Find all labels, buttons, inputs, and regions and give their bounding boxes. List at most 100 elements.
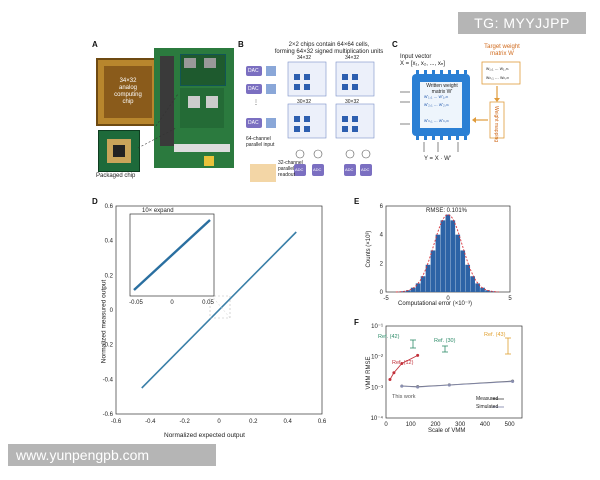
panel-e-title: RMSE: 0.101% (426, 208, 468, 214)
panel-d-ytick: 0 (110, 308, 114, 314)
vmm-diagram: w₁,₁ ... w₁,ₘ wₙ,₁ ... wₙ,ₘ w'₁,₁ ... w'… (400, 61, 521, 152)
panel-d-xtick: -0.2 (179, 419, 190, 425)
block-label-4: 30×32 (345, 99, 360, 105)
panel-f-ytick: 10⁻¹ (371, 324, 383, 330)
panel-d-ylabel: Normalized measured output (100, 279, 108, 364)
block-label-1: 34×32 (297, 55, 312, 61)
ref-43-errorbar (505, 337, 511, 355)
histogram-bar (420, 276, 426, 292)
readout-note-1: 32-channel (278, 160, 303, 166)
written-weight-sub: matrix W' (431, 89, 453, 95)
series-point (400, 361, 404, 365)
histogram-bar (470, 276, 475, 292)
panel-e-ylabel: Counts (×10³) (366, 230, 372, 268)
panel-f-ylabel: VMM RMSE (366, 356, 372, 390)
legend-measured: Measured (476, 396, 499, 402)
panel-c-letter: C (392, 40, 398, 49)
series-point (388, 378, 392, 382)
histogram-bar (440, 220, 446, 292)
legend-simulated: Simulated (476, 404, 499, 410)
panel-d-xtick: 0.2 (249, 419, 258, 425)
packaged-chip-label: Packaged chip (96, 173, 136, 179)
panel-d-ytick: 0.6 (105, 204, 114, 210)
weight-mapping-label: Weight mapping (493, 106, 499, 143)
panel-f-xtick: 500 (505, 422, 516, 428)
histogram-bar (445, 214, 451, 292)
target-weight-sub: matrix W (490, 51, 514, 57)
adc-label-4: ADC (361, 167, 370, 172)
analog-chip-image: 34×32 analog computing chip (96, 58, 160, 126)
histogram-bar (415, 283, 421, 292)
histogram-bar (485, 290, 490, 292)
panel-b-header-2: forming 64×32 signed multiplication unit… (274, 49, 384, 55)
panel-d-xtick: 0 (217, 419, 221, 425)
histogram-bar (460, 250, 466, 292)
dac-label-1: DAC (248, 68, 259, 74)
panel-d-scatter: -0.6 -0.4 -0.2 0 0.2 0.4 0.6 0.6 0.4 0.2 0 -0.2 -0.4… (103, 204, 327, 425)
panel-d-ytick: -0.2 (103, 343, 114, 349)
panel-f-xlabel: Scale of VMM (428, 428, 466, 434)
chip-text-2: analog (118, 85, 138, 91)
this-work-label: This work (392, 394, 416, 400)
histogram-bar (450, 220, 456, 292)
panel-e-letter: E (354, 197, 360, 206)
readout-note-3: readout (278, 172, 295, 178)
panel-d-xtick: -0.4 (145, 419, 156, 425)
series-point (400, 384, 404, 388)
panel-e-xtick: 5 (508, 296, 512, 302)
chip-text-3: computing (114, 92, 142, 98)
watermark-top: TG: MYYJJPP (458, 12, 586, 34)
panel-f-ytick: 10⁻³ (371, 385, 383, 391)
adc-label-3: ADC (345, 167, 354, 172)
series-point (416, 353, 420, 357)
input-note-1: 64-channel (246, 136, 271, 142)
panel-d-ytick: -0.6 (103, 412, 114, 418)
dac-label-3: DAC (248, 120, 259, 126)
panel-d-letter: D (92, 197, 98, 206)
panel-d-ytick: -0.4 (103, 377, 114, 383)
crossbar-diagram: ⋮ (246, 61, 375, 182)
panel-f-xtick: 0 (384, 422, 388, 428)
svg-text:w'₂,₁ ... w'₂,ₘ: w'₂,₁ ... w'₂,ₘ (424, 102, 449, 107)
svg-text:⋮: ⋮ (253, 100, 259, 106)
series-line (389, 354, 418, 380)
series-point (416, 385, 420, 389)
panel-f-xtick: 100 (406, 422, 417, 428)
series-point (392, 371, 396, 375)
written-weight-title: Written weight (426, 83, 458, 89)
readout-note-2: parallel (278, 166, 295, 172)
block-label-2: 34×32 (345, 55, 360, 61)
panel-e-xlabel: Computational error (×10⁻³) (398, 301, 473, 307)
input-vector-title: Input vector (400, 54, 432, 60)
series-point (511, 379, 515, 383)
panel-f-ytick: 10⁻⁴ (371, 415, 384, 422)
ref-30-errorbar (442, 345, 448, 353)
histogram-bar (465, 264, 471, 292)
block-label-3: 30×32 (297, 99, 312, 105)
panel-d-ytick: 0.4 (105, 239, 114, 245)
ref-42-label: Ref. (42) (378, 334, 400, 340)
panel-f-letter: F (354, 318, 359, 327)
panel-b-header-1: 2×2 chips contain 64×64 cells, (288, 42, 370, 48)
inset-title: 10× expand (142, 208, 174, 214)
panel-e-fit-curve (395, 214, 499, 293)
panel-e-ytick: 6 (380, 204, 384, 210)
panel-f-ytick: 10⁻² (371, 355, 383, 361)
ref-43-label: Ref. (43) (484, 332, 506, 338)
input-note-2: parallel input (246, 142, 275, 148)
panel-a-letter: A (92, 40, 98, 49)
chip-text-4: chip (122, 99, 134, 105)
zoom-region (209, 295, 231, 319)
pcb-board-image (154, 48, 234, 168)
histogram-bar (410, 287, 416, 292)
inset-tick: 0 (170, 300, 174, 306)
panel-d-xtick: 0.6 (318, 419, 327, 425)
svg-text:w'ₙ,₁ ... w'ₙ,ₘ: w'ₙ,₁ ... w'ₙ,ₘ (424, 118, 449, 123)
panel-e-xtick: 0 (446, 296, 450, 302)
panel-d-frame (115, 205, 323, 415)
panel-f-xtick: 400 (480, 422, 491, 428)
inset-tick: -0.05 (129, 300, 143, 306)
inset-data-line (133, 219, 211, 291)
histogram-bar (430, 250, 436, 292)
